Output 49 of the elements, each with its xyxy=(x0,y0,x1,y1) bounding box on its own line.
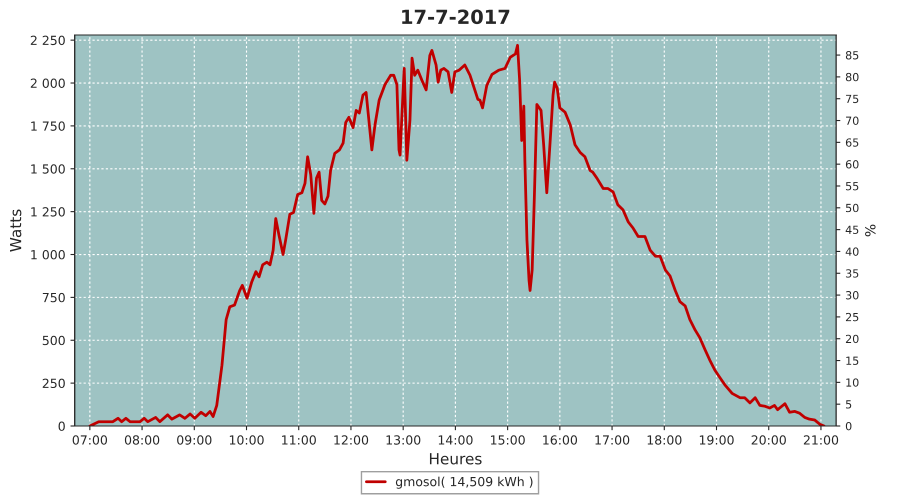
legend-label: gmosol( 14,509 kWh ) xyxy=(396,476,532,489)
y2-tick-label: 25 xyxy=(846,312,858,322)
y2-tick-label: 30 xyxy=(846,291,859,300)
y2-tick-label: 80 xyxy=(846,72,859,82)
y2-tick-label: 65 xyxy=(846,138,858,147)
y-tick-label: 0 xyxy=(58,421,65,431)
y-tick-label: 2 000 xyxy=(30,78,65,88)
x-tick-label: 15:00 xyxy=(490,435,525,445)
x-tick-label: 11:00 xyxy=(282,435,316,445)
y2-tick-label: 75 xyxy=(846,94,858,104)
y-tick-label: 750 xyxy=(42,292,65,302)
x-tick-label: 07:00 xyxy=(72,435,108,445)
y2-tick-label: 55 xyxy=(846,182,858,190)
x-tick-label: 12:00 xyxy=(334,435,368,445)
y-tick-label: 1 500 xyxy=(31,164,65,174)
y2-tick-label: 10 xyxy=(846,378,859,387)
y-tick-label: 1 750 xyxy=(31,121,65,131)
x-tick-label: 14:00 xyxy=(438,435,473,445)
x-tick-label: 08:00 xyxy=(124,435,160,445)
y2-tick-label: 40 xyxy=(846,247,859,256)
x-axis-title: Heures xyxy=(430,453,482,465)
y2-tick-label: 5 xyxy=(846,400,852,409)
y2-tick-label: 20 xyxy=(846,334,859,344)
y-tick-label: 1 250 xyxy=(31,207,65,217)
y2-tick-label: 45 xyxy=(846,226,858,234)
x-tick-label: 17:00 xyxy=(595,435,630,445)
chart-title: 17-7-2017 xyxy=(402,9,510,24)
y2-tick-label: 60 xyxy=(846,160,859,169)
y-tick-label: 500 xyxy=(42,336,65,346)
x-tick-label: 21:00 xyxy=(804,435,838,445)
x-tick-label: 20:00 xyxy=(752,435,786,445)
y2-tick-label: 85 xyxy=(846,51,858,60)
x-tick-label: 19:00 xyxy=(700,435,734,445)
y2-tick-label: 35 xyxy=(846,269,858,278)
x-tick-label: 09:00 xyxy=(177,435,212,445)
y-axis-title: Watts xyxy=(10,210,22,252)
y2-tick-label: 15 xyxy=(846,356,858,365)
x-tick-label: 10:00 xyxy=(230,435,264,445)
y-tick-label: 2 250 xyxy=(30,36,65,46)
y2-tick-label: 0 xyxy=(846,422,852,430)
y2-tick-label: 70 xyxy=(846,116,859,125)
x-tick-label: 13:00 xyxy=(386,435,420,445)
y-tick-label: 250 xyxy=(42,378,65,388)
line-series xyxy=(88,44,826,426)
x-tick-label: 18:00 xyxy=(648,435,682,445)
y2-axis-title: % xyxy=(865,224,876,236)
y-tick-label: 1 000 xyxy=(31,250,65,260)
y2-tick-label: 50 xyxy=(846,204,859,212)
x-tick-label: 16:00 xyxy=(543,435,578,445)
